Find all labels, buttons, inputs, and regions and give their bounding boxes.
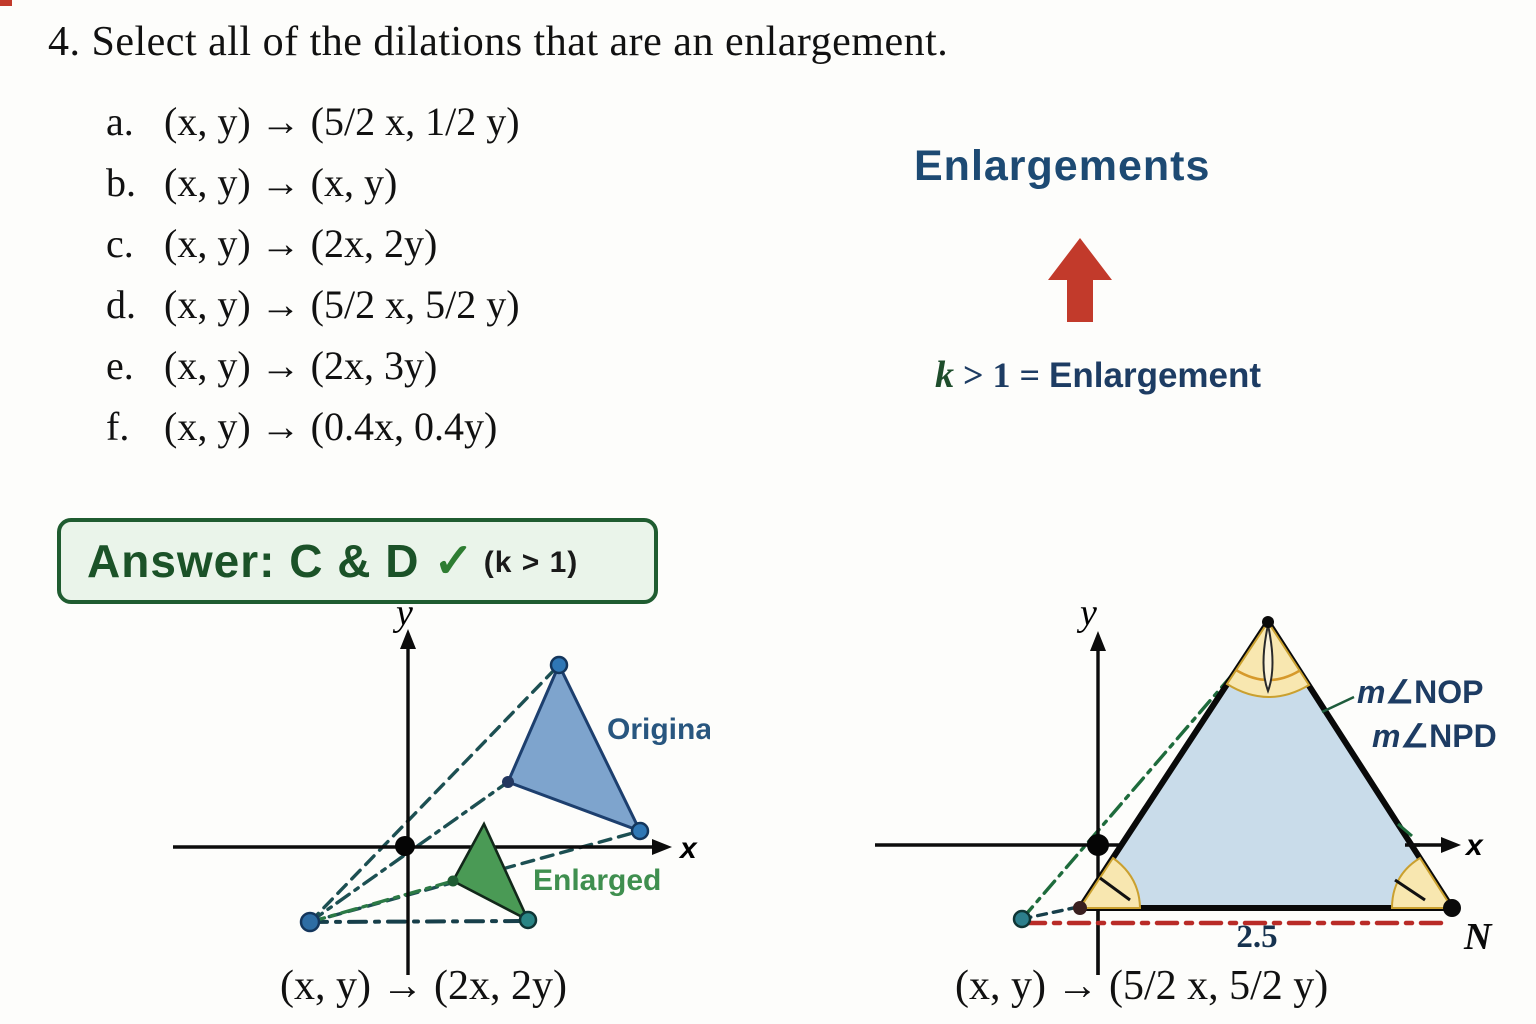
x-axis-label: x (1464, 829, 1484, 862)
vertex-dot (518, 910, 538, 930)
answer-box: Answer: C & D ✓ (k > 1) (57, 518, 658, 604)
k-result: Enlargement (1049, 356, 1262, 395)
enlarged-triangle (451, 821, 531, 923)
up-arrow-shape (1048, 238, 1112, 322)
y-axis-label: y (392, 593, 413, 634)
option-expression: (x, y) → (2x, 3y) (164, 343, 438, 388)
corner-red-mark (0, 0, 12, 6)
option-expression: (x, y) → (x, y) (164, 160, 398, 205)
option-letter: e. (106, 343, 134, 388)
option-e: e. (x, y) → (2x, 3y) (106, 344, 520, 405)
left-graph-caption: (x, y) → (2x, 2y) (280, 963, 567, 1009)
option-expression: (x, y) → (5/2 x, 5/2 y) (164, 282, 520, 327)
dilation-ray (1020, 643, 1260, 921)
apex-bisector-lens (1262, 624, 1274, 694)
option-letter: a. (106, 99, 134, 144)
vertex-dot (1262, 616, 1274, 628)
angle-label-npd: m∠NPD (1372, 718, 1497, 754)
option-letter: f. (106, 404, 130, 449)
y-axis-arrowhead (1090, 631, 1106, 651)
left-angle-tick (1099, 876, 1131, 902)
label-leader-line (1321, 695, 1355, 714)
vertex-dot (447, 875, 459, 887)
dilation-ray (1020, 905, 1080, 921)
option-letter: d. (106, 282, 136, 327)
option-c: c. (x, y) → (2x, 2y) (106, 222, 520, 283)
option-expression: (x, y) → (0.4x, 0.4y) (164, 404, 498, 449)
option-expression: (x, y) → (5/2 x, 1/2 y) (164, 99, 520, 144)
right-angle-wedge (1390, 856, 1454, 909)
right-dilation-graph: y x m∠NOP m∠NPD 2.5 N (875, 593, 1497, 975)
vertex-dot (502, 776, 514, 788)
option-expression: (x, y) → (2x, 2y) (164, 221, 438, 266)
vertex-dot (1073, 901, 1087, 915)
answer-text: Answer: C & D (87, 535, 420, 587)
x-axis-arrowhead (652, 839, 672, 855)
option-b: b. (x, y) → (x, y) (106, 161, 520, 222)
vertex-dot (630, 821, 650, 841)
y-axis-label: y (1076, 593, 1097, 634)
checkmark-icon: ✓ (433, 535, 474, 588)
angle-label-rest: ∠NOP (1385, 674, 1483, 710)
angle-label-m: m (1372, 718, 1400, 754)
x-axis-label: x (678, 832, 698, 865)
option-letter: c. (106, 221, 134, 266)
vertex-dot (549, 655, 569, 675)
dilation-ray (308, 919, 530, 924)
angle-markers (1078, 620, 1454, 909)
original-triangle (505, 661, 643, 834)
center-of-dilation-dot (299, 911, 321, 933)
origin-dot (1087, 834, 1109, 856)
origin-dot (395, 836, 415, 856)
dilation-ray (308, 879, 455, 924)
k-comparison: > 1 = (954, 355, 1050, 395)
question-title: 4. Select all of the dilations that are … (48, 19, 949, 65)
center-of-dilation-dot (1012, 909, 1032, 929)
enlarged-label: Enlarged (533, 864, 661, 897)
up-block-arrow-icon (1048, 238, 1112, 322)
y-axis-arrowhead (400, 629, 416, 649)
k-rule: k > 1 = Enlargement (935, 353, 1261, 397)
enlargements-heading: Enlargements (914, 142, 1211, 190)
angle-label-nop: m∠NOP (1357, 674, 1483, 710)
dilated-triangle (1077, 619, 1455, 911)
left-dilation-graph: y x Original Enlarged (173, 593, 710, 975)
length-label: 2.5 (1236, 919, 1277, 955)
angle-label-rest: ∠NPD (1400, 718, 1496, 754)
dilation-rays (1020, 643, 1260, 921)
angle-label-m: m (1357, 674, 1385, 710)
options-list: a. (x, y) → (5/2 x, 1/2 y) b. (x, y) → (… (106, 100, 520, 466)
option-f: f. (x, y) → (0.4x, 0.4y) (106, 405, 520, 466)
right-graph-caption: (x, y) → (5/2 x, 5/2 y) (955, 963, 1329, 1009)
vertex-dot (1443, 899, 1461, 917)
option-a: a. (x, y) → (5/2 x, 1/2 y) (106, 100, 520, 161)
original-label: Original (607, 713, 710, 746)
option-letter: b. (106, 160, 136, 205)
axes (173, 645, 658, 975)
dilation-ray (308, 663, 561, 924)
right-angle-tick (1394, 878, 1426, 902)
k-symbol: k (935, 354, 954, 396)
x-axis-arrowhead (1441, 837, 1461, 853)
point-label-n: N (1463, 916, 1493, 958)
option-d: d. (x, y) → (5/2 x, 5/2 y) (106, 283, 520, 344)
edge-tick (1397, 822, 1413, 838)
answer-note: (k > 1) (483, 546, 579, 579)
